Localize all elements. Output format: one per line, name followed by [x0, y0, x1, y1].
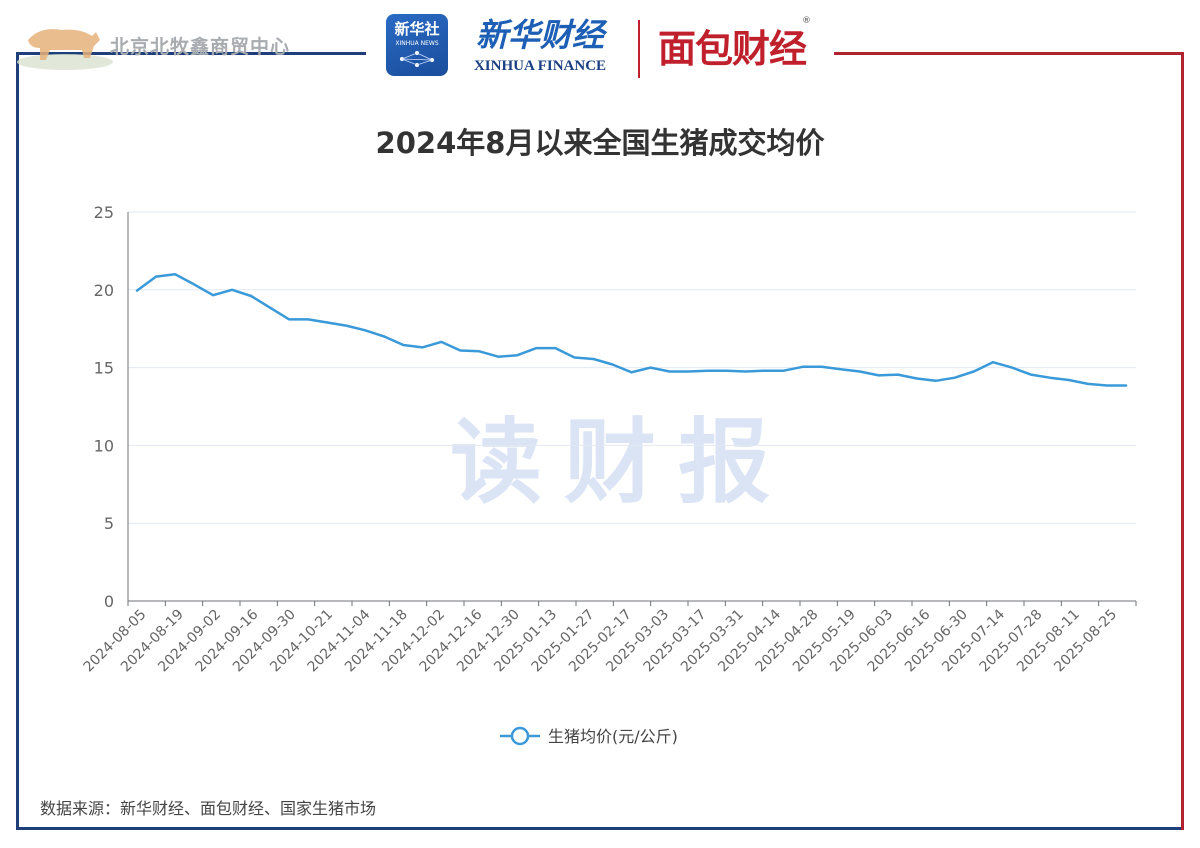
xinhua-finance-logo: 新华财经 XINHUA FINANCE — [460, 10, 620, 75]
xinhua-finance-en: XINHUA FINANCE — [473, 58, 607, 74]
xinhua-finance-cn: 新华财经 — [475, 16, 604, 54]
frame-bottom-border — [16, 827, 1184, 830]
chart-title: 2024年8月以来全国生猪成交均价 — [375, 126, 825, 160]
ox-logo-icon — [17, 29, 113, 70]
series-line — [135, 272, 1128, 387]
logo-divider — [638, 20, 640, 78]
frame-top-left-border — [16, 52, 366, 55]
xinhua-badge-en: XINHUA NEWS — [395, 40, 439, 47]
frame-top-right-border — [834, 52, 1184, 55]
data-source-note: 数据来源：新华财经、面包财经、国家生猪市场 — [40, 799, 377, 818]
y-tick-label: 20 — [94, 281, 114, 300]
network-globe-icon — [400, 51, 434, 67]
frame-right-border — [1181, 52, 1184, 830]
watermark: 读财报 — [450, 409, 793, 516]
y-tick-label: 25 — [94, 203, 114, 222]
y-tick-label: 10 — [94, 436, 114, 455]
y-tick-label: 15 — [94, 359, 114, 378]
xinhua-badge-cn: 新华社 — [394, 20, 440, 38]
registered-mark: ® — [802, 16, 811, 26]
brand-center-name: 北京北牧鑫商贸中心 — [110, 36, 291, 58]
mianbao-finance-logo: 面包财经 — [658, 27, 807, 71]
xinhua-news-logo: 新华社 XINHUA NEWS — [386, 14, 448, 76]
frame-left-border — [16, 52, 19, 830]
legend-label: 生猪均价(元/公斤) — [548, 727, 678, 746]
y-tick-label: 5 — [104, 514, 114, 533]
legend-circle-marker — [510, 726, 530, 746]
y-tick-label: 0 — [104, 592, 114, 611]
